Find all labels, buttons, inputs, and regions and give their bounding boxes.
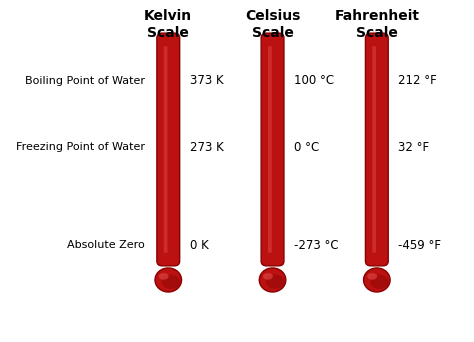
Text: 0 °C: 0 °C <box>294 141 319 154</box>
Ellipse shape <box>259 268 286 292</box>
Ellipse shape <box>266 275 284 289</box>
Text: Freezing Point of Water: Freezing Point of Water <box>16 142 145 152</box>
Text: 0 K: 0 K <box>190 239 209 252</box>
Ellipse shape <box>159 273 169 280</box>
Text: 373 K: 373 K <box>190 74 223 87</box>
FancyBboxPatch shape <box>261 33 284 266</box>
FancyBboxPatch shape <box>365 33 388 266</box>
FancyBboxPatch shape <box>268 46 272 253</box>
Ellipse shape <box>263 273 273 280</box>
Text: 273 K: 273 K <box>190 141 223 154</box>
Text: Absolute Zero: Absolute Zero <box>67 240 145 250</box>
FancyBboxPatch shape <box>372 46 376 253</box>
Text: 100 °C: 100 °C <box>294 74 334 87</box>
Text: 32 °F: 32 °F <box>398 141 429 154</box>
Text: ID 281191330  ©  Tang90246: ID 281191330 © Tang90246 <box>356 325 468 334</box>
Ellipse shape <box>364 268 390 292</box>
Ellipse shape <box>155 268 182 292</box>
Text: Celsius
Scale: Celsius Scale <box>245 10 300 40</box>
Text: Kelvin
Scale: Kelvin Scale <box>144 10 192 40</box>
Text: dreamstime.com: dreamstime.com <box>6 325 85 334</box>
Text: -273 °C: -273 °C <box>294 239 338 252</box>
Ellipse shape <box>370 275 389 289</box>
Text: Fahrenheit
Scale: Fahrenheit Scale <box>334 10 419 40</box>
Ellipse shape <box>162 275 180 289</box>
Ellipse shape <box>367 273 377 280</box>
Text: -459 °F: -459 °F <box>398 239 441 252</box>
FancyBboxPatch shape <box>157 33 180 266</box>
Text: Boiling Point of Water: Boiling Point of Water <box>25 76 145 86</box>
FancyBboxPatch shape <box>164 46 167 253</box>
Text: 212 °F: 212 °F <box>398 74 437 87</box>
